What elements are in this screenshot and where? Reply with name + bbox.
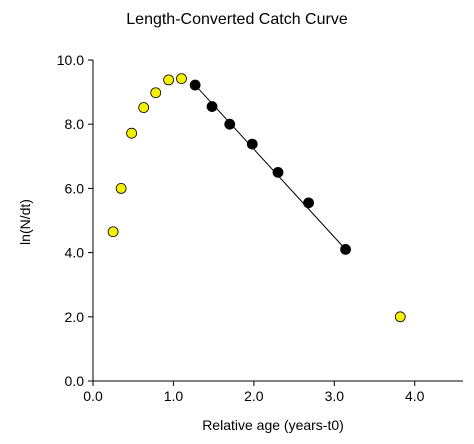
- y-tick-label: 8.0: [65, 116, 85, 132]
- excluded-point: [176, 73, 187, 85]
- excluded-point: [163, 74, 175, 86]
- regression-point: [303, 197, 314, 209]
- regression-line-group: [194, 84, 346, 250]
- regression-point: [206, 101, 218, 112]
- y-tick-label: 4.0: [65, 245, 85, 261]
- regression-point: [189, 79, 201, 91]
- y-tick-label: 6.0: [65, 180, 85, 196]
- regression-point: [246, 138, 258, 150]
- regression-point: [272, 166, 284, 178]
- excluded-point: [138, 102, 150, 113]
- y-tick-label: 2.0: [65, 309, 85, 325]
- y-tick-label: 10.0: [57, 52, 84, 68]
- x-axis-label: Relative age (years-t0): [202, 417, 344, 433]
- y-ticks: 0.0 2.0 4.0 6.0 8.0 10.0: [57, 52, 93, 389]
- x-tick-label: 0.0: [83, 388, 103, 404]
- x-tick-label: 1.0: [164, 388, 184, 404]
- regression-line: [194, 84, 346, 250]
- excluded-point: [394, 311, 406, 323]
- excluded-point: [115, 182, 127, 194]
- excluded-point: [107, 226, 119, 238]
- data-points: [107, 73, 406, 323]
- y-tick-label: 0.0: [65, 373, 85, 389]
- excluded-point: [150, 87, 162, 99]
- chart-title: Length-Converted Catch Curve: [126, 11, 348, 28]
- x-tick-label: 2.0: [244, 388, 264, 404]
- excluded-point: [126, 127, 138, 139]
- x-tick-label: 3.0: [325, 388, 345, 404]
- x-ticks: 0.0 1.0 2.0 3.0 4.0: [83, 381, 425, 404]
- x-tick-label: 4.0: [405, 388, 425, 404]
- regression-point: [340, 243, 351, 255]
- y-axis-label: ln(N/dt): [17, 199, 33, 245]
- regression-point: [224, 118, 236, 130]
